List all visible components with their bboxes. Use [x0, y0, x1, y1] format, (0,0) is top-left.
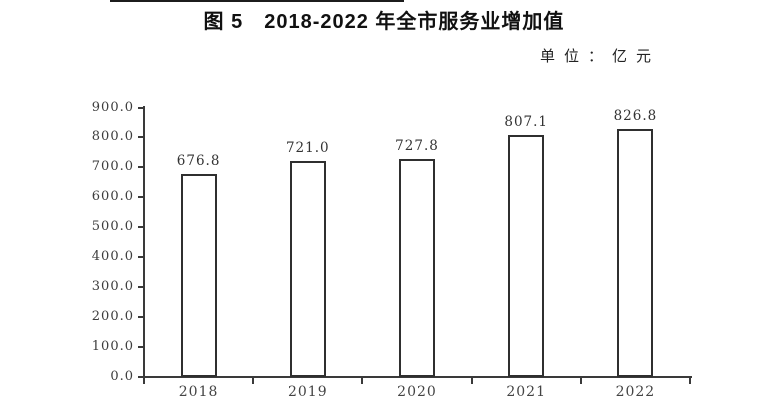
x-axis-tick: [579, 377, 582, 384]
x-tick-label: 2018: [178, 384, 219, 400]
y-tick-label: 200.0: [91, 309, 134, 325]
bar: [289, 161, 326, 377]
y-axis-tick: [138, 316, 144, 319]
y-tick-label: 400.0: [91, 249, 134, 265]
bar-value-label: 807.1: [504, 114, 549, 131]
y-tick-label: 100.0: [91, 339, 134, 355]
y-tick-label: 800.0: [91, 129, 134, 145]
y-tick-label: 600.0: [91, 189, 134, 205]
y-axis-tick: [138, 256, 144, 259]
x-axis-tick: [361, 377, 364, 384]
x-axis-tick: [470, 377, 473, 384]
chart-title: 图 5 2018-2022 年全市服务业增加值: [203, 11, 565, 33]
y-tick-label: 300.0: [91, 279, 134, 295]
bar-value-label: 721.0: [285, 140, 330, 157]
y-axis-tick: [138, 196, 144, 199]
bar: [508, 135, 545, 377]
x-axis-tick: [252, 377, 255, 384]
bar-value-label: 727.8: [395, 138, 439, 155]
y-axis-tick: [138, 226, 144, 229]
y-axis-line: [143, 106, 145, 378]
bar: [180, 174, 217, 377]
bar-value-label: 826.8: [613, 108, 658, 125]
y-tick-label: 500.0: [91, 219, 134, 235]
unit-label: 单位：亿元: [540, 48, 661, 65]
bar: [617, 129, 654, 377]
x-axis-tick: [689, 377, 691, 384]
y-axis-tick: [138, 376, 144, 378]
top-border-fragment: [110, 0, 404, 2]
y-tick-label: 0.0: [110, 369, 134, 384]
y-axis-tick: [138, 106, 144, 109]
x-tick-label: 2019: [287, 384, 328, 400]
x-tick-label: 2022: [615, 384, 656, 400]
y-axis-tick: [138, 166, 144, 169]
bar-value-label: 676.8: [176, 153, 221, 170]
y-axis-tick: [138, 286, 144, 289]
bar: [399, 159, 435, 377]
x-axis-line: [143, 376, 692, 378]
x-axis-tick: [143, 377, 145, 384]
y-tick-label: 900.0: [91, 99, 134, 115]
y-axis-tick: [138, 136, 144, 139]
y-tick-label: 700.0: [91, 159, 134, 175]
y-axis-tick: [138, 346, 144, 349]
x-tick-label: 2020: [397, 384, 437, 400]
x-tick-label: 2021: [506, 384, 546, 400]
